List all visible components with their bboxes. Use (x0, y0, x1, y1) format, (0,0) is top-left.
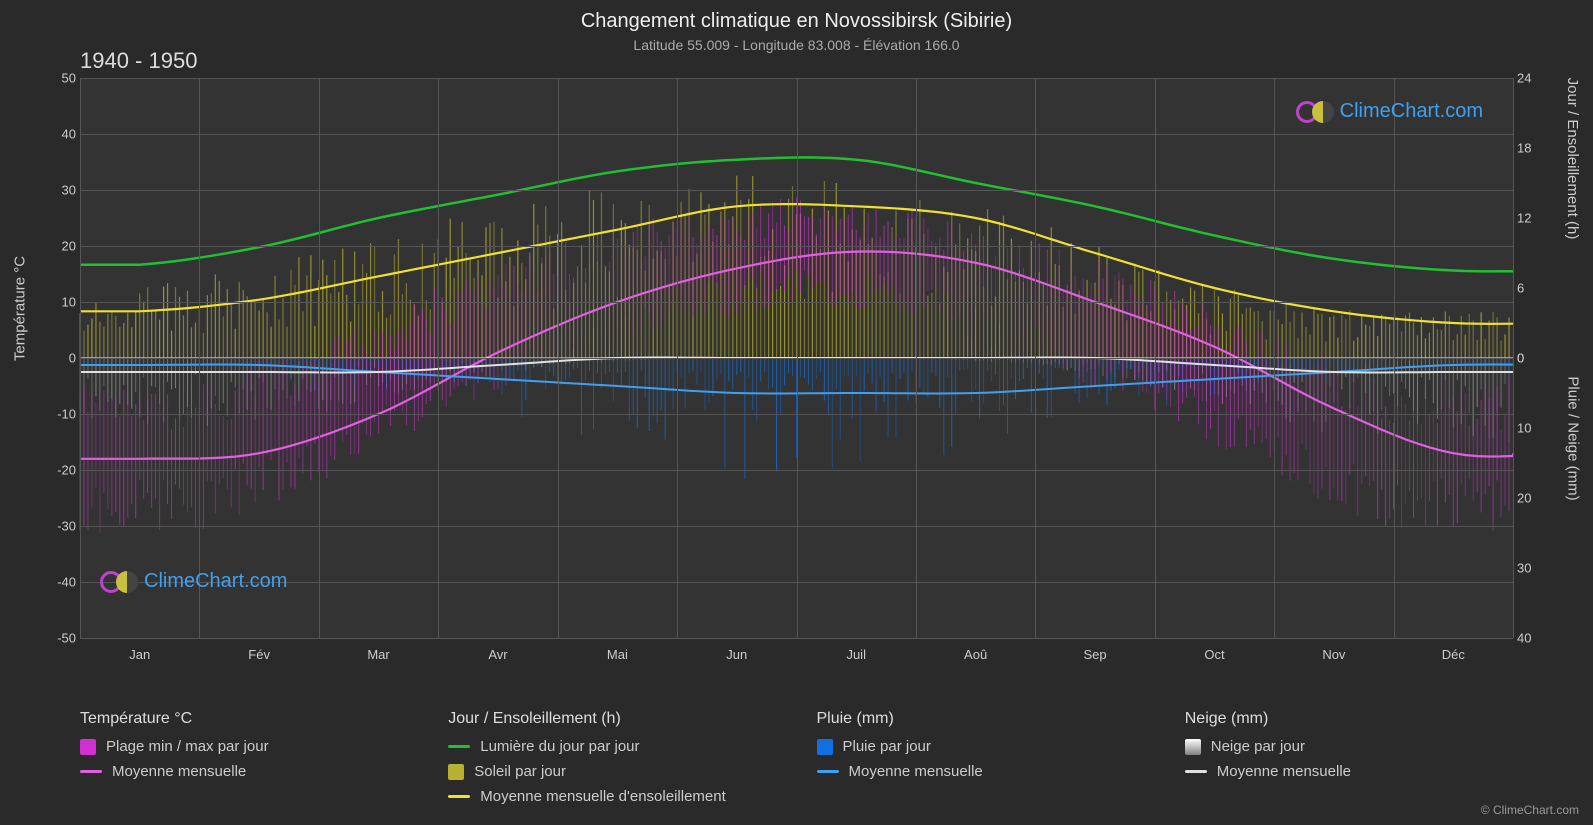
y-tick-right-top: 6 (1517, 281, 1547, 296)
y-tick-left: 40 (42, 127, 76, 142)
y-tick-right-top: 18 (1517, 141, 1547, 156)
y-tick-right-bot: 20 (1517, 491, 1547, 506)
legend-rain-bar: Pluie par jour (817, 738, 1145, 755)
legend-label: Moyenne mensuelle d'ensoleillement (480, 788, 726, 805)
legend-snow-mean: Moyenne mensuelle (1185, 763, 1513, 780)
legend-snow-header: Neige (mm) (1185, 710, 1513, 728)
y-tick-left: 30 (42, 183, 76, 198)
y-tick-left: -10 (42, 407, 76, 422)
legend-label: Moyenne mensuelle (112, 763, 246, 780)
legend-label: Soleil par jour (474, 763, 566, 780)
y-tick-right-bot: 10 (1517, 421, 1547, 436)
x-tick-month: Jun (726, 647, 747, 662)
legend-temp-range: Plage min / max par jour (80, 738, 408, 755)
y-tick-left: 20 (42, 239, 76, 254)
sunmean-swatch (448, 795, 470, 798)
y-tick-right-top: 12 (1517, 211, 1547, 226)
legend-snow-bar: Neige par jour (1185, 738, 1513, 755)
legend-label: Plage min / max par jour (106, 738, 269, 755)
brand-logo-top: ClimeChart.com (1296, 100, 1483, 123)
legend-label: Lumière du jour par jour (480, 738, 639, 755)
daylight-swatch (448, 745, 470, 748)
legend-label: Moyenne mensuelle (1217, 763, 1351, 780)
period-label: 1940 - 1950 (80, 48, 197, 74)
x-tick-month: Oct (1204, 647, 1224, 662)
snow-mean-swatch (1185, 770, 1207, 773)
snow-swatch (1185, 739, 1201, 755)
x-tick-month: Fév (248, 647, 270, 662)
legend-day-header: Jour / Ensoleillement (h) (448, 710, 776, 728)
legend-temp-header: Température °C (80, 710, 408, 728)
y-tick-left: 0 (42, 351, 76, 366)
plot-area: 50403020100-10-20-30-40-5024181260010203… (80, 78, 1513, 638)
legend-day: Jour / Ensoleillement (h) Lumière du jou… (448, 710, 776, 813)
x-tick-month: Avr (488, 647, 507, 662)
legend-rain: Pluie (mm) Pluie par jour Moyenne mensue… (817, 710, 1145, 813)
y-tick-left: -50 (42, 631, 76, 646)
x-tick-month: Déc (1442, 647, 1465, 662)
temp-mean-swatch (80, 770, 102, 773)
y-tick-left: -20 (42, 463, 76, 478)
legend-sunmean: Moyenne mensuelle d'ensoleillement (448, 788, 776, 805)
x-tick-month: Nov (1322, 647, 1345, 662)
rain-swatch (817, 739, 833, 755)
y-tick-right-bot: 30 (1517, 561, 1547, 576)
copyright: © ClimeChart.com (1481, 803, 1579, 817)
y-axis-right-top-label: Jour / Ensoleillement (h) (1565, 78, 1582, 240)
chart-subtitle: Latitude 55.009 - Longitude 83.008 - Élé… (0, 33, 1593, 53)
climate-chart: Changement climatique en Novossibirsk (S… (0, 0, 1593, 825)
y-axis-left-label: Température °C (12, 256, 29, 361)
legend: Température °C Plage min / max par jour … (80, 710, 1513, 813)
y-tick-left: -40 (42, 575, 76, 590)
brand-logo-bottom: ClimeChart.com (100, 570, 287, 593)
legend-rain-header: Pluie (mm) (817, 710, 1145, 728)
temp-range-swatch (80, 739, 96, 755)
brand-text: ClimeChart.com (1340, 100, 1483, 123)
legend-daylight: Lumière du jour par jour (448, 738, 776, 755)
x-tick-month: Sep (1083, 647, 1106, 662)
x-tick-month: Mai (607, 647, 628, 662)
x-tick-month: Jan (129, 647, 150, 662)
legend-sunbar: Soleil par jour (448, 763, 776, 780)
chart-title: Changement climatique en Novossibirsk (S… (0, 0, 1593, 33)
legend-snow: Neige (mm) Neige par jour Moyenne mensue… (1185, 710, 1513, 813)
y-tick-left: 10 (42, 295, 76, 310)
y-tick-left: -30 (42, 519, 76, 534)
y-tick-right-bot: 40 (1517, 631, 1547, 646)
sunbar-swatch (448, 764, 464, 780)
rain-mean-swatch (817, 770, 839, 773)
legend-label: Moyenne mensuelle (849, 763, 983, 780)
brand-text: ClimeChart.com (144, 570, 287, 593)
legend-temp: Température °C Plage min / max par jour … (80, 710, 408, 813)
legend-label: Neige par jour (1211, 738, 1305, 755)
logo-globe-icon (1312, 101, 1334, 123)
logo-globe-icon (116, 571, 138, 593)
y-axis-right-bot-label: Pluie / Neige (mm) (1565, 376, 1582, 500)
x-tick-month: Aoû (964, 647, 987, 662)
legend-rain-mean: Moyenne mensuelle (817, 763, 1145, 780)
y-tick-left: 50 (42, 71, 76, 86)
legend-label: Pluie par jour (843, 738, 931, 755)
x-tick-month: Juil (846, 647, 866, 662)
y-tick-right-bot: 0 (1517, 351, 1547, 366)
legend-temp-mean: Moyenne mensuelle (80, 763, 408, 780)
y-tick-right-top: 24 (1517, 71, 1547, 86)
x-tick-month: Mar (367, 647, 389, 662)
